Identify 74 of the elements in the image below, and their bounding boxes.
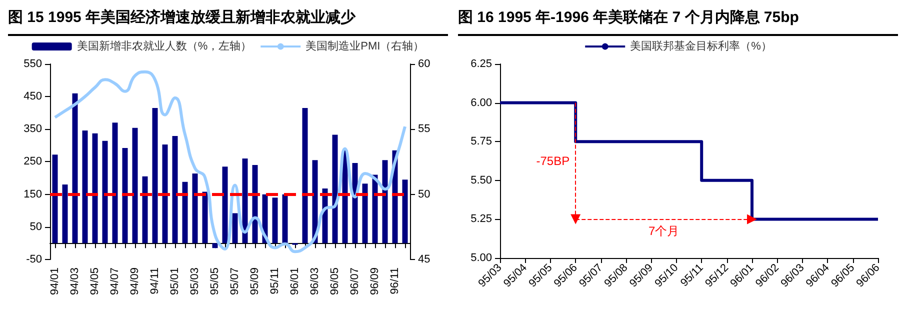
y-tick-label: -50 xyxy=(26,253,42,266)
bar xyxy=(62,184,68,244)
bar xyxy=(182,182,188,244)
y-tick-label: 350 xyxy=(24,123,42,136)
bar xyxy=(52,154,58,244)
x-tick-label: 94/07 xyxy=(109,267,121,296)
x-tick-label: 96/09 xyxy=(369,267,381,296)
y-tick-label: 550 xyxy=(24,58,42,70)
x-tick-label: 96/07 xyxy=(349,267,361,296)
bar xyxy=(252,164,258,244)
x-tick-label: 94/11 xyxy=(149,267,161,294)
bar xyxy=(202,192,208,244)
bar xyxy=(142,176,148,244)
bar xyxy=(72,93,78,244)
x-tick-label: 96/01 xyxy=(289,267,301,296)
bar xyxy=(232,213,238,244)
x-tick-label: 96/03 xyxy=(309,267,321,296)
y-tick-label: 5.25 xyxy=(470,213,492,226)
bar xyxy=(372,174,378,244)
y-tick-label: 5.00 xyxy=(470,252,492,264)
bar xyxy=(382,160,388,244)
bar xyxy=(302,108,308,244)
chart-title: 图 16 1995 年-1996 年美联储在 7 个月内降息 75bp xyxy=(458,8,898,36)
bar xyxy=(162,144,168,244)
y-tick-label: 50 xyxy=(30,220,42,233)
y-tick-label: 5.75 xyxy=(470,136,492,148)
bar xyxy=(192,173,198,244)
bar xyxy=(92,133,98,244)
y2-tick-label: 45 xyxy=(418,253,430,266)
bar xyxy=(112,122,118,244)
y2-tick-label: 55 xyxy=(418,123,430,136)
bar xyxy=(352,163,358,244)
x-tick-label: 95/09 xyxy=(249,267,261,296)
x-tick-label: 95/03 xyxy=(189,267,201,296)
x-tick-label: 94/01 xyxy=(49,267,61,296)
bar xyxy=(152,108,158,244)
bar xyxy=(132,128,138,244)
x-tick-label: 96/11 xyxy=(389,267,401,294)
x-tick-label: 95/01 xyxy=(169,267,181,296)
y-tick-label: 250 xyxy=(24,156,42,168)
bar xyxy=(402,180,408,244)
chart-title: 图 15 1995 年美国经济增速放缓且新增非农就业减少 xyxy=(8,8,448,36)
bar xyxy=(282,194,288,244)
x-tick-label: 96/05 xyxy=(329,267,341,296)
y2-tick-label: 60 xyxy=(418,58,430,70)
legend-label: 美国联邦基金目标利率（%） xyxy=(630,40,772,52)
bar xyxy=(332,134,338,244)
legend-label: 美国新增非农就业人数（%，左轴） xyxy=(76,40,252,52)
y-tick-label: 6.25 xyxy=(470,58,492,70)
bar xyxy=(362,184,368,244)
bar xyxy=(82,130,88,244)
y-tick-label: 450 xyxy=(24,90,42,103)
y-tick-label: 150 xyxy=(24,188,42,200)
y-tick-label: 5.50 xyxy=(470,174,492,186)
x-tick-label: 95/05 xyxy=(209,267,221,296)
x-tick-label: 94/05 xyxy=(89,267,101,296)
bar xyxy=(312,160,318,244)
bar xyxy=(222,166,228,244)
y-tick-label: 6.00 xyxy=(470,96,492,109)
bar xyxy=(272,198,278,244)
y2-tick-label: 50 xyxy=(418,188,430,200)
legend-label: 美国制造业PMI（右轴） xyxy=(306,40,424,52)
bar xyxy=(242,158,248,244)
bar xyxy=(172,136,178,244)
annotation: 7个月 xyxy=(648,224,680,238)
x-tick-label: 94/09 xyxy=(129,267,141,296)
x-tick-label: 95/11 xyxy=(269,267,281,294)
x-tick-label: 95/07 xyxy=(229,267,241,296)
line-series xyxy=(54,70,406,254)
bar xyxy=(212,243,218,248)
bar xyxy=(102,140,108,244)
annotation: -75BP xyxy=(536,154,570,168)
x-tick-label: 94/03 xyxy=(69,267,81,296)
bar xyxy=(122,148,128,244)
